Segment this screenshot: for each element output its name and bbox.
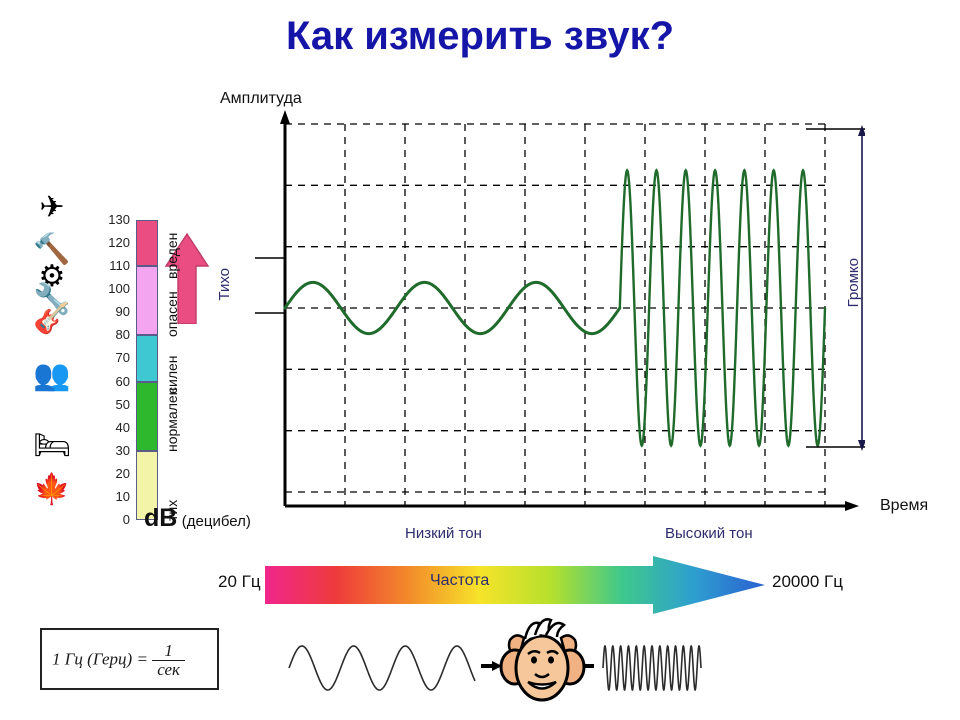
high-tone-waveform — [618, 168, 827, 448]
db-tick-50: 50 — [115, 396, 130, 412]
cartoon-face-icon — [499, 618, 586, 702]
db-band-опасен — [136, 266, 158, 336]
people-talking-icon: 👥 — [33, 359, 71, 393]
low-tone-label: Низкий тон — [405, 525, 482, 542]
waveform-plot — [255, 110, 865, 511]
formula-denominator: сек — [157, 659, 181, 679]
decibel-unit-label: dB (децибел) — [144, 504, 251, 533]
low-frequency-wave-icon — [288, 645, 476, 691]
sound-source-icons: ✈ 🔨 ⚙ 🔧 🎸 👥 🛏 🍁 — [8, 128, 96, 538]
db-tick-80: 80 — [115, 327, 130, 343]
db-tick-120: 120 — [108, 235, 130, 251]
db-band-силен — [136, 335, 158, 382]
hearing-illustration — [288, 618, 702, 702]
frequency-gradient-arrow-icon — [265, 556, 765, 614]
db-tick-90: 90 — [115, 304, 130, 320]
circular-saw-icon: ⚙ — [38, 260, 66, 294]
formula-lhs: 1 Гц (Герц) = — [52, 649, 148, 669]
quiet-label: Тихо — [216, 268, 233, 301]
x-axis-arrowhead — [845, 501, 859, 511]
high-tone-label: Высокий тон — [665, 525, 753, 542]
loud-amplitude-marker — [806, 125, 865, 451]
chart-gridlines — [284, 123, 826, 506]
db-tick-70: 70 — [115, 350, 130, 366]
db-tick-10: 10 — [115, 488, 130, 504]
db-tick-20: 20 — [115, 465, 130, 481]
hertz-formula-box: 1 Гц (Герц) = 1 сек — [40, 628, 219, 690]
decibel-scale: 130 120 110 100 90 80 70 60 50 40 30 20 10 0 тих норма… — [96, 120, 210, 535]
bed-icon: 🛏 — [32, 428, 72, 462]
y-axis-arrowhead — [280, 110, 290, 124]
decibel-tick-labels: 130 120 110 100 90 80 70 60 50 40 30 20 10 0 — [96, 120, 130, 535]
formula-fraction: 1 сек — [152, 642, 186, 679]
db-band-вреден — [136, 220, 158, 267]
high-frequency-wave-icon — [602, 645, 702, 691]
up-arrow-icon — [164, 232, 210, 324]
x-axis-label: Время — [880, 497, 929, 514]
amplitude-time-chart: Амплитуда Время — [220, 90, 928, 537]
db-band-тих — [136, 450, 158, 520]
low-tone-waveform — [283, 280, 622, 336]
frequency-min-label: 20 Гц — [218, 572, 261, 591]
frequency-max-label: 20000 Гц — [772, 572, 843, 591]
airplane-icon: ✈ — [39, 191, 65, 224]
arrow-right-icon — [481, 661, 502, 671]
wrench-icon: 🔧 — [33, 283, 71, 317]
hammer-icon: 🔨 — [33, 232, 71, 266]
db-band-нормален — [136, 381, 158, 451]
quiet-amplitude-marker — [255, 257, 285, 314]
decibel-color-bar — [136, 220, 210, 520]
bass-guitar-icon: 🎸 — [33, 301, 71, 335]
db-tick-40: 40 — [115, 419, 130, 435]
autumn-leaves-icon: 🍁 — [33, 472, 71, 506]
db-tick-130: 130 — [108, 212, 130, 227]
formula-numerator: 1 — [152, 642, 186, 661]
page-title: Как измерить звук? — [285, 14, 675, 58]
db-tick-100: 100 — [108, 281, 130, 297]
db-tick-60: 60 — [115, 373, 130, 389]
loud-label: Громко — [845, 258, 862, 308]
db-abbrev: dB — [144, 504, 178, 532]
y-axis-label: Амплитуда — [220, 90, 302, 107]
frequency-label: Частота — [430, 572, 490, 589]
db-tick-0: 0 — [122, 512, 130, 527]
hertz-formula: 1 Гц (Герц) = 1 сек — [52, 642, 186, 679]
db-tick-30: 30 — [115, 442, 130, 458]
db-tick-110: 110 — [109, 258, 130, 274]
db-word: (децибел) — [181, 513, 251, 530]
frequency-range-band: 20 Гц 20000 Гц Частота — [210, 556, 950, 614]
db-band-label-вреден: вреден — [164, 232, 180, 280]
